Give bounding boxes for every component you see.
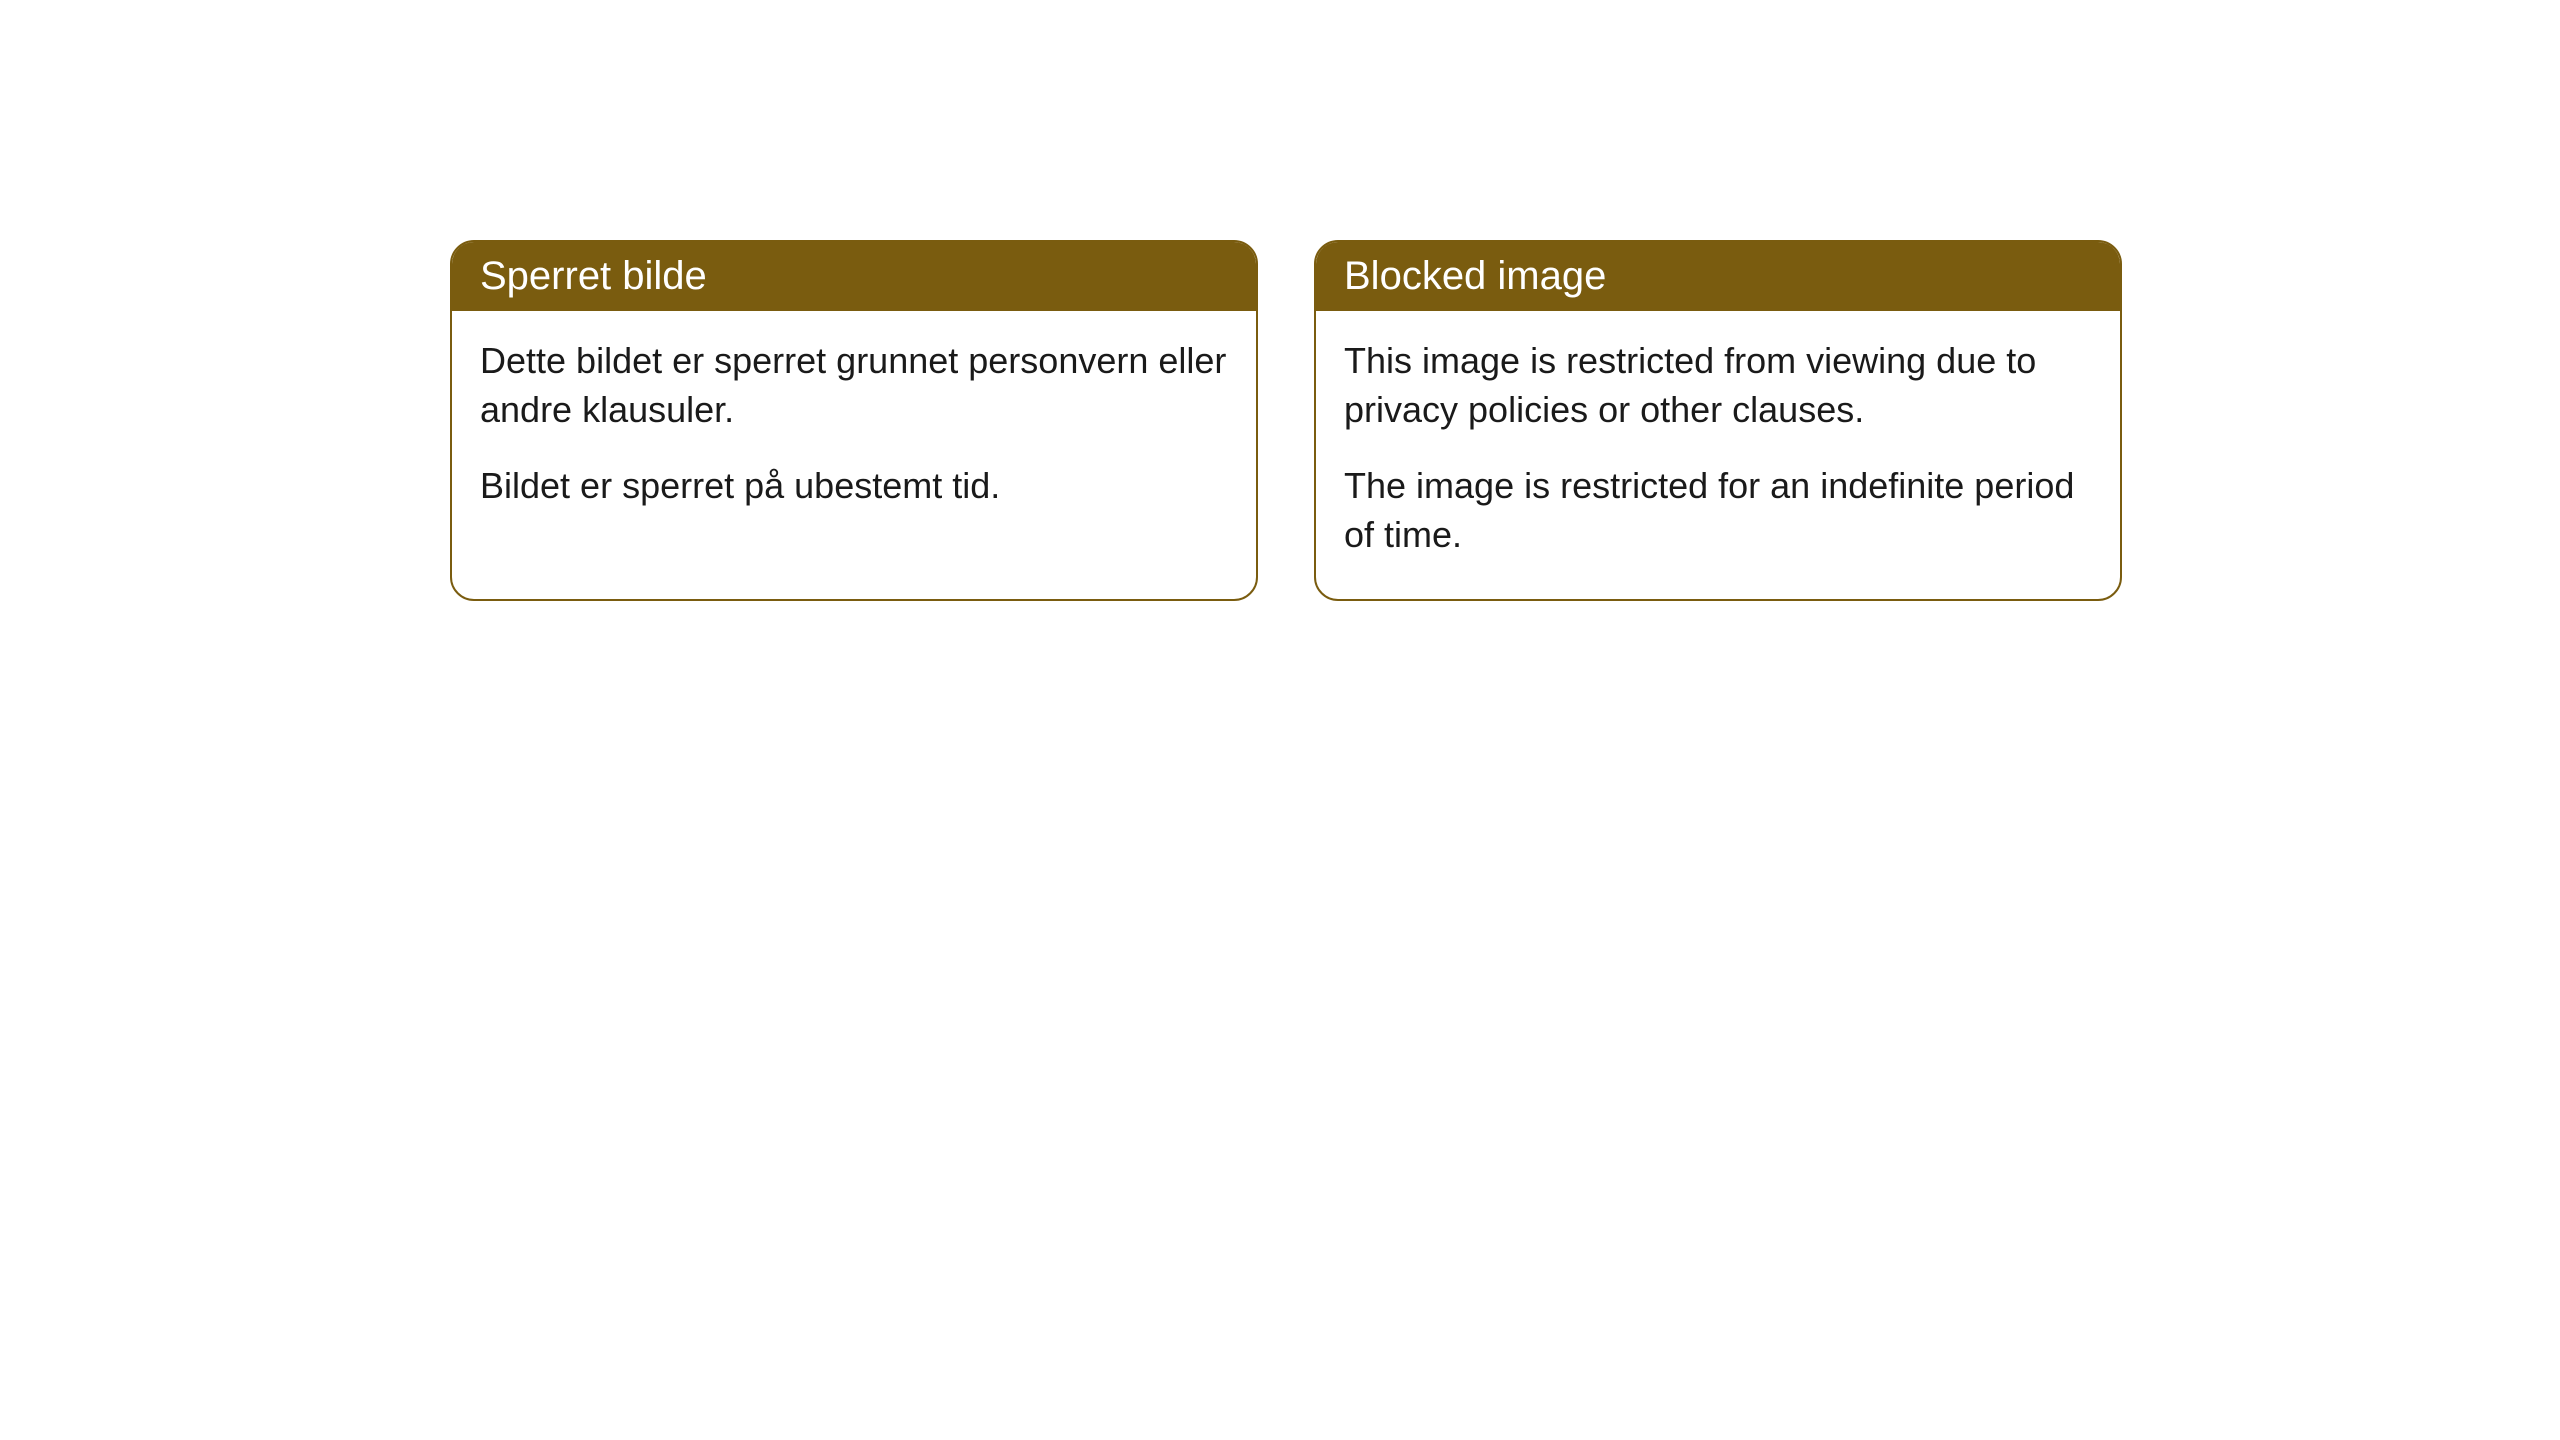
notice-body-english: This image is restricted from viewing du… <box>1316 311 2120 599</box>
notice-title: Sperret bilde <box>480 254 707 298</box>
notice-body-norwegian: Dette bildet er sperret grunnet personve… <box>452 311 1256 551</box>
notice-card-english: Blocked image This image is restricted f… <box>1314 240 2122 601</box>
notice-card-norwegian: Sperret bilde Dette bildet er sperret gr… <box>450 240 1258 601</box>
notice-cards-container: Sperret bilde Dette bildet er sperret gr… <box>450 240 2122 601</box>
notice-paragraph-1: This image is restricted from viewing du… <box>1344 337 2092 434</box>
notice-paragraph-2: Bildet er sperret på ubestemt tid. <box>480 462 1228 511</box>
notice-header-english: Blocked image <box>1316 242 2120 311</box>
notice-header-norwegian: Sperret bilde <box>452 242 1256 311</box>
notice-paragraph-1: Dette bildet er sperret grunnet personve… <box>480 337 1228 434</box>
notice-paragraph-2: The image is restricted for an indefinit… <box>1344 462 2092 559</box>
notice-title: Blocked image <box>1344 254 1606 298</box>
